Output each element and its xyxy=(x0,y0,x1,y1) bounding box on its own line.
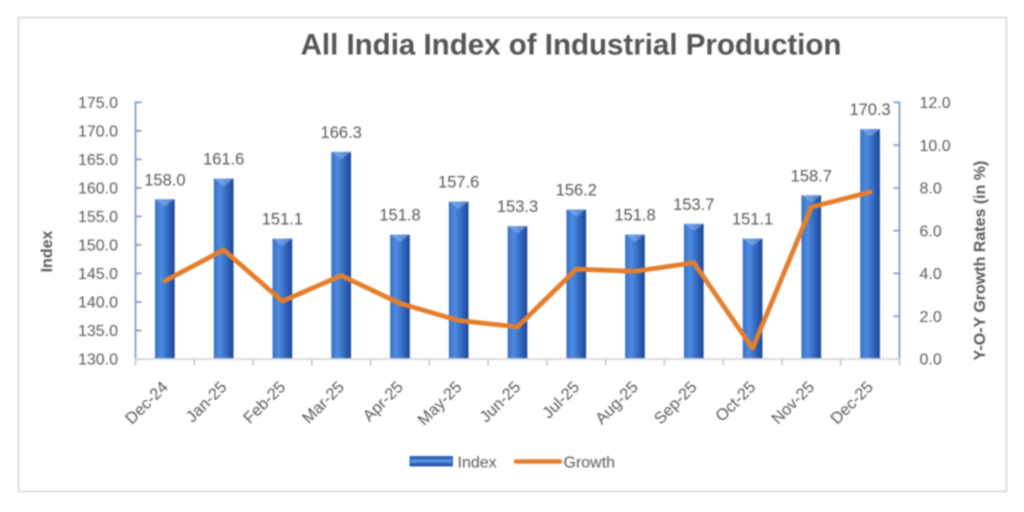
svg-text:4.0: 4.0 xyxy=(920,266,942,283)
svg-text:151.8: 151.8 xyxy=(379,207,420,225)
svg-text:140.0: 140.0 xyxy=(78,295,118,312)
svg-text:156.2: 156.2 xyxy=(556,182,597,200)
svg-text:151.8: 151.8 xyxy=(614,207,655,225)
svg-text:153.3: 153.3 xyxy=(497,198,538,216)
svg-text:2.0: 2.0 xyxy=(920,309,942,326)
svg-text:6.0: 6.0 xyxy=(920,223,942,240)
svg-text:10.0: 10.0 xyxy=(920,138,951,155)
svg-text:170.3: 170.3 xyxy=(849,101,890,119)
svg-text:151.1: 151.1 xyxy=(262,211,303,229)
svg-text:153.7: 153.7 xyxy=(673,196,714,214)
svg-text:0.0: 0.0 xyxy=(920,352,942,369)
svg-text:158.7: 158.7 xyxy=(791,167,832,185)
svg-text:151.1: 151.1 xyxy=(732,211,773,229)
svg-text:155.0: 155.0 xyxy=(78,209,118,226)
svg-text:Growth: Growth xyxy=(564,454,616,471)
svg-text:135.0: 135.0 xyxy=(78,323,118,340)
svg-text:158.0: 158.0 xyxy=(144,171,185,189)
svg-text:8.0: 8.0 xyxy=(920,181,942,198)
svg-text:Index: Index xyxy=(458,454,497,471)
svg-text:175.0: 175.0 xyxy=(78,95,118,112)
svg-text:160.0: 160.0 xyxy=(78,181,118,198)
svg-text:145.0: 145.0 xyxy=(78,266,118,283)
svg-text:166.3: 166.3 xyxy=(321,124,362,142)
svg-text:170.0: 170.0 xyxy=(78,124,118,141)
svg-text:165.0: 165.0 xyxy=(78,152,118,169)
svg-text:Index: Index xyxy=(39,231,56,273)
svg-text:130.0: 130.0 xyxy=(78,352,118,369)
svg-text:157.6: 157.6 xyxy=(438,174,479,192)
svg-text:All India Index of Industrial: All India Index of Industrial Production xyxy=(301,29,842,62)
svg-text:150.0: 150.0 xyxy=(78,238,118,255)
svg-text:161.6: 161.6 xyxy=(203,151,244,169)
svg-text:Y-O-Y Growth Rates (in %): Y-O-Y Growth Rates (in %) xyxy=(972,161,989,361)
svg-text:12.0: 12.0 xyxy=(920,95,951,112)
